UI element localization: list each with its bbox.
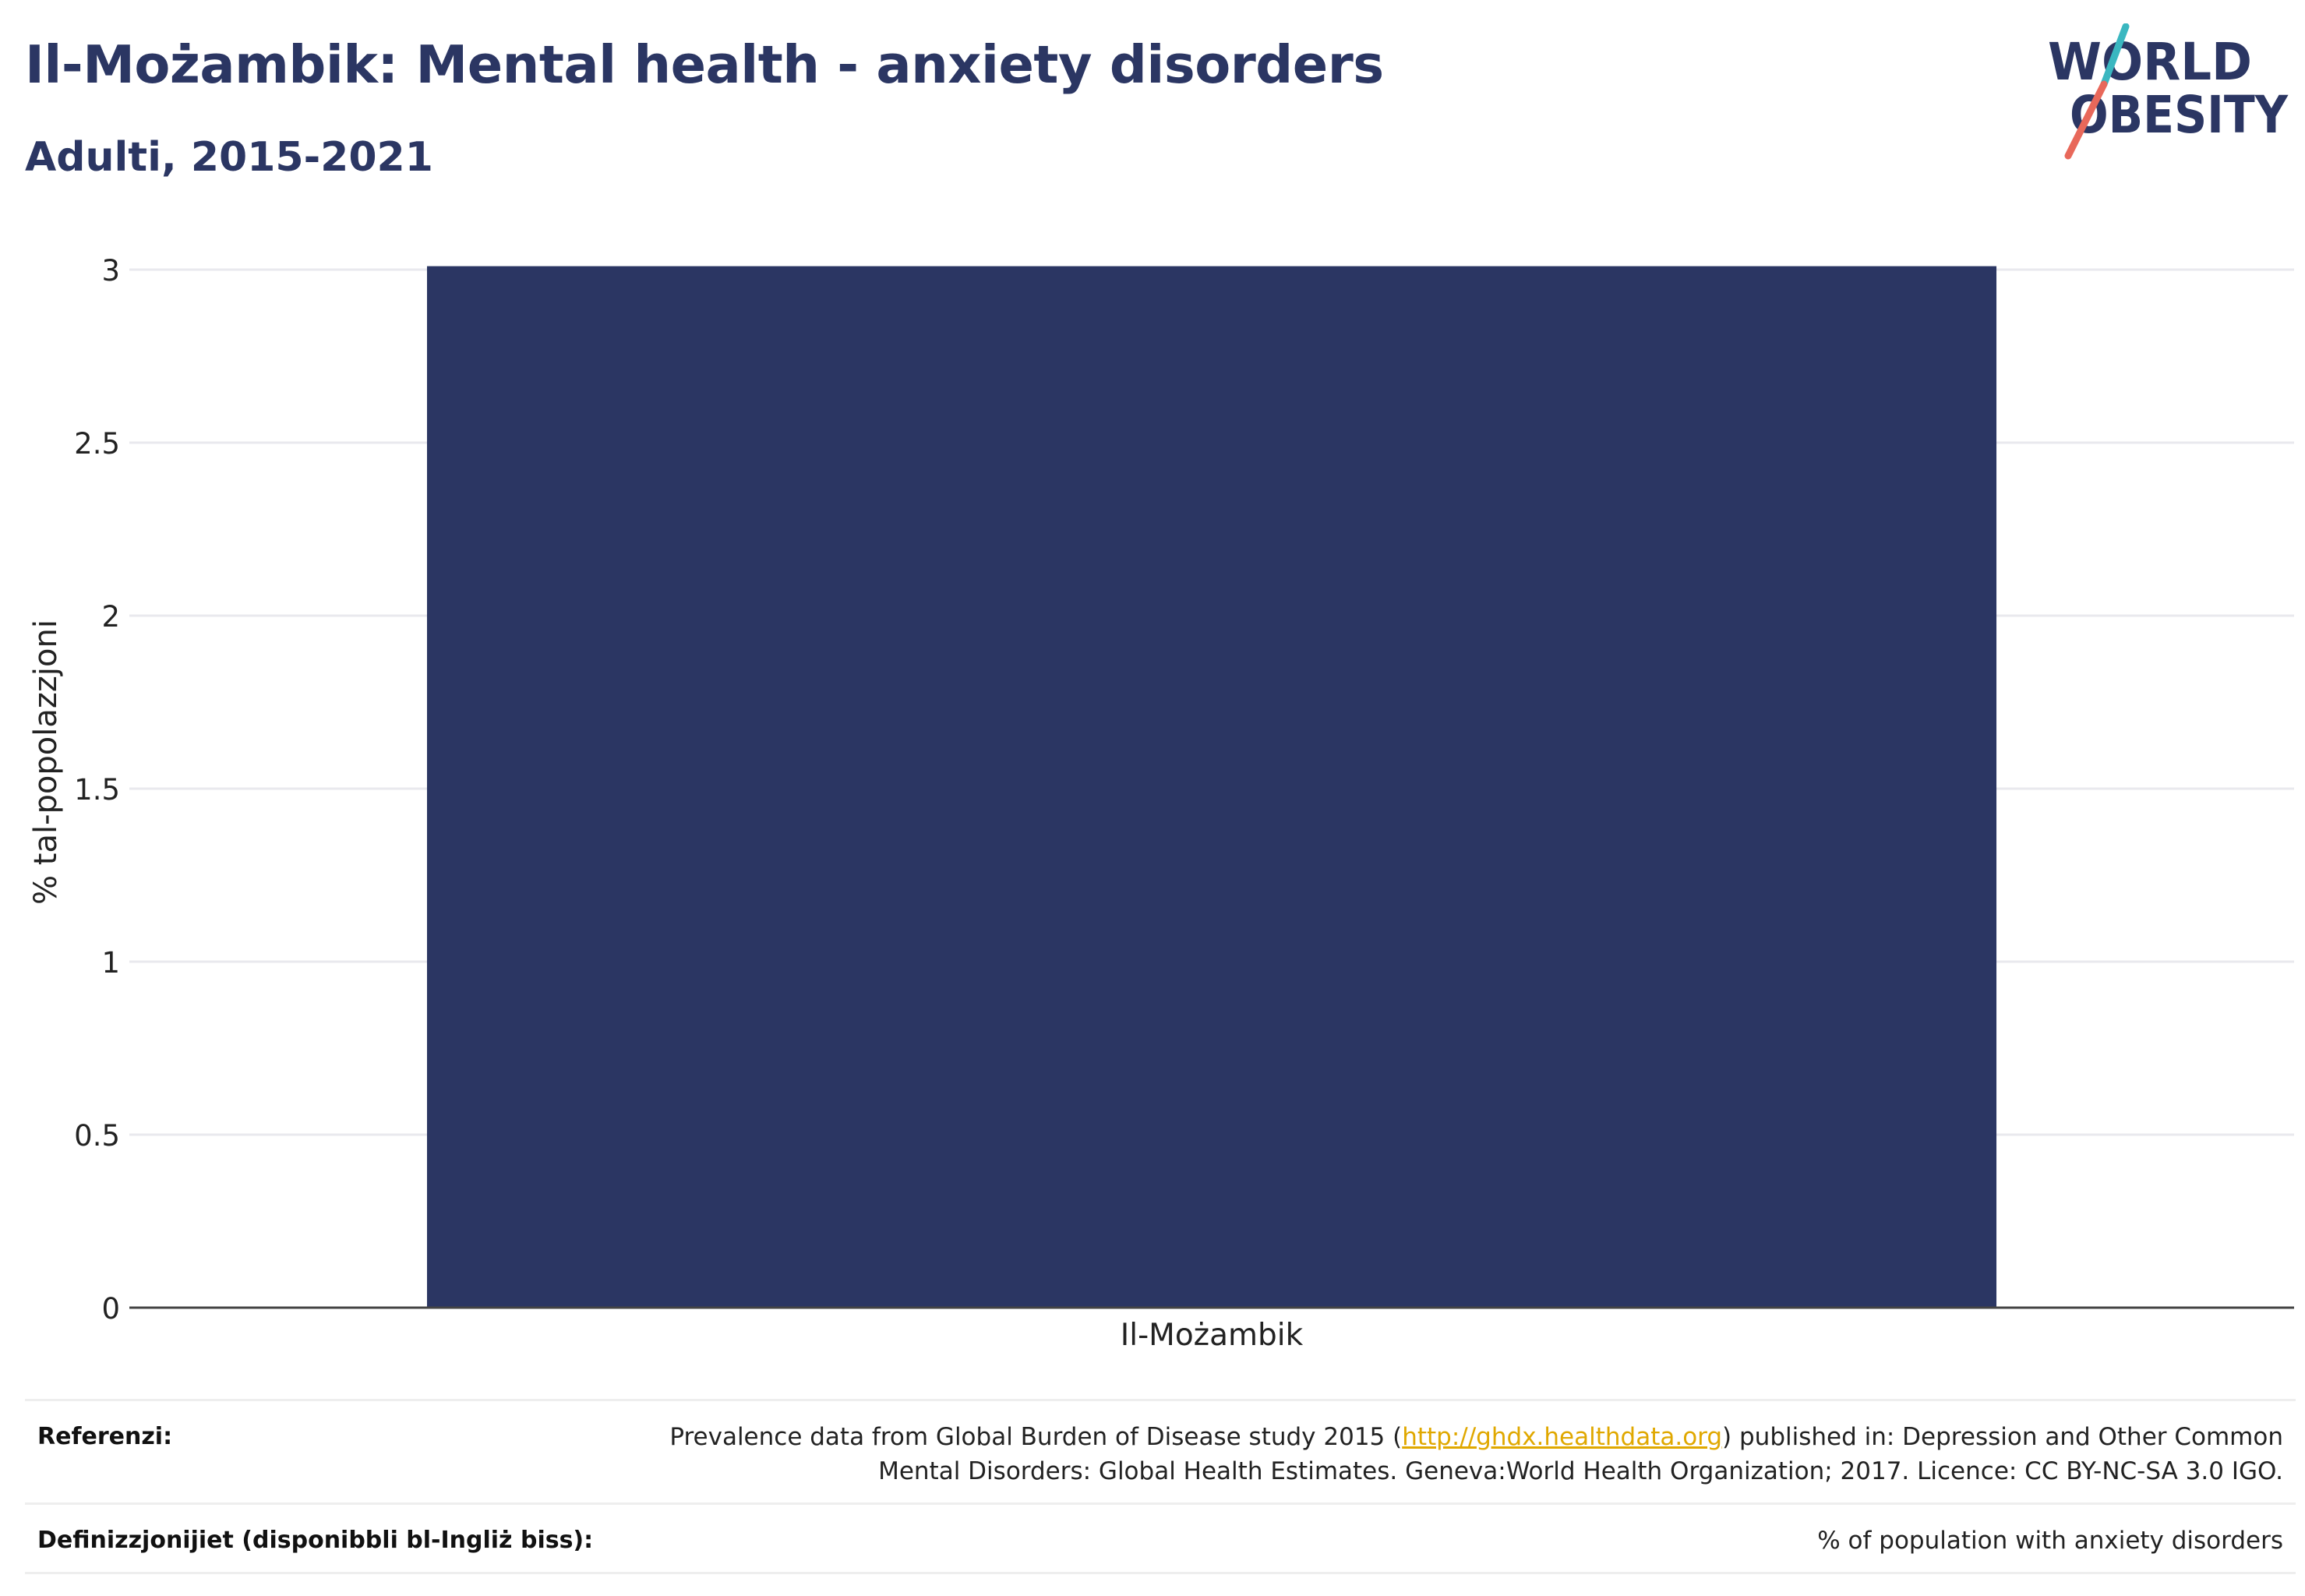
y-tick-label: 2.5: [74, 427, 120, 461]
logo-slash-top: [2100, 23, 2130, 88]
y-tick-label: 2: [101, 600, 120, 634]
page-title: Il-Możambik: Mental health - anxiety dis…: [25, 34, 1384, 95]
bars: [426, 266, 1997, 1308]
y-tick-label: 0.5: [74, 1119, 120, 1153]
references-label: Referenzi:: [37, 1423, 173, 1450]
bar-chart: 0 0.5 1 1.5 2 2.5 3 Il-Możambik % tal-popolazzj…: [28, 254, 2294, 1353]
logo-line2: OBESITY: [2070, 85, 2289, 145]
y-tick-label: 3: [101, 254, 120, 288]
definitions-label: Definizzjonijiet (disponibbli bl-Ingliż …: [37, 1527, 594, 1554]
y-tick-label: 1: [101, 946, 120, 980]
axes: 0 0.5 1 1.5 2 2.5 3 Il-Możambik: [74, 254, 2294, 1353]
y-tick-label: 1.5: [74, 773, 120, 807]
references-text-after: ) published in: Depression and Other Com…: [878, 1423, 2283, 1485]
footer: Referenzi: Prevalence data from Global B…: [25, 1399, 2296, 1574]
y-tick-label: 0: [101, 1292, 120, 1326]
world-obesity-logo: WORLD OBESITY: [2048, 23, 2289, 160]
references-row: Referenzi: Prevalence data from Global B…: [25, 1399, 2296, 1502]
definitions-text: % of population with anxiety disorders: [1817, 1527, 2283, 1555]
references-text: Prevalence data from Global Burden of Di…: [631, 1420, 2283, 1488]
bar: [426, 266, 1997, 1308]
logo-line1: WORLD: [2048, 32, 2252, 92]
y-axis-title: % tal-popolazzjoni: [28, 620, 64, 905]
x-tick-label: Il-Możambik: [1121, 1318, 1304, 1353]
references-text-before: Prevalence data from Global Burden of Di…: [669, 1423, 1403, 1451]
references-link[interactable]: http://ghdx.healthdata.org: [1402, 1423, 1723, 1451]
definitions-row: Definizzjonijiet (disponibbli bl-Ingliż …: [25, 1502, 2296, 1574]
page-subtitle: Adulti, 2015-2021: [25, 134, 433, 181]
logo-slash-bottom: [2064, 80, 2108, 160]
